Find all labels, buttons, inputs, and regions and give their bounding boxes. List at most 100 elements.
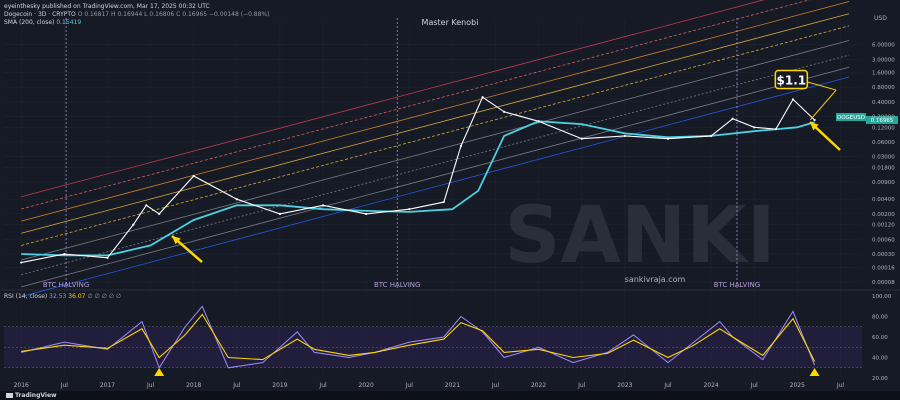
rsi-ma-value: 36.07 <box>68 293 86 300</box>
tradingview-logo-text: TradingView <box>15 392 57 399</box>
rsi-marker-0 <box>154 368 165 376</box>
price-point-17 <box>580 137 583 140</box>
rsi-tick-label-4: 20.00 <box>872 376 888 382</box>
price-tag-value-bg <box>866 116 898 125</box>
x-tick-label-5: Jul <box>232 382 241 389</box>
rsi-label: RSI (14, close) <box>4 293 48 300</box>
x-tick-label-10: 2021 <box>445 382 460 389</box>
rsi-tick-label-0: 100.00 <box>872 294 892 300</box>
price-point-14 <box>481 96 484 99</box>
price-point-8 <box>278 212 282 215</box>
rsi-legend[interactable]: RSI (14, close) 32.53 36.07 ∅ ∅ ∅ ∅ ∅ <box>4 293 121 300</box>
price-point-25 <box>813 118 816 122</box>
x-tick-label-3: Jul <box>146 382 155 389</box>
x-tick-label-0: 2016 <box>14 382 29 389</box>
rsi-value: 32.53 <box>49 293 67 300</box>
y-tick-label-8: 0.03000 <box>872 155 895 161</box>
y-tick-label-15: 0.00030 <box>872 252 895 258</box>
price-tag-symbol-bg <box>836 113 866 122</box>
halving-label-0: BTC HALVING <box>43 281 89 289</box>
halving-label-2: BTC HALVING <box>714 281 760 289</box>
y-axis-title: USD <box>874 15 887 22</box>
price-point-2 <box>106 256 109 259</box>
price-point-3 <box>132 223 135 226</box>
price-point-15 <box>503 110 506 113</box>
price-line <box>21 96 815 264</box>
price-point-18 <box>623 134 626 138</box>
symbol-name[interactable]: Dogecoin · 3D · CRYPTO <box>4 11 76 18</box>
channel-line-1 <box>21 0 811 210</box>
regression-channels <box>21 0 850 297</box>
arrow-2025-head <box>810 122 819 131</box>
center-title: Master Kenobi <box>422 18 479 27</box>
rsi-tick-label-1: 80.00 <box>872 315 888 321</box>
y-tick-label-14: 0.00060 <box>872 237 895 243</box>
x-tick-label-8: 2020 <box>359 382 374 389</box>
price-tag-symbol: DOGEUSD <box>837 115 865 121</box>
price-point-5 <box>158 212 161 215</box>
y-tick-label-11: 0.00400 <box>872 197 895 203</box>
x-tick-label-2: 2017 <box>100 382 115 389</box>
y-tick-label-10: 0.00900 <box>872 180 895 186</box>
rsi-ma-line <box>21 313 816 362</box>
price-point-6 <box>192 174 195 178</box>
y-tick-label-7: 0.06000 <box>872 140 895 146</box>
channel-line-6 <box>21 54 850 276</box>
price-point-4 <box>145 204 148 207</box>
rsi-marker-1 <box>809 368 820 376</box>
price-point-7 <box>235 198 238 201</box>
rsi-background <box>4 326 862 369</box>
x-tick-label-11: Jul <box>491 382 500 389</box>
rsi-extra: ∅ ∅ ∅ ∅ ∅ <box>87 293 122 300</box>
y-tick-label-3: 0.80000 <box>872 85 895 91</box>
x-tick-label-7: Jul <box>318 382 327 389</box>
channel-line-3 <box>21 13 850 234</box>
channel-line-5 <box>21 40 850 261</box>
price-point-20 <box>709 134 713 138</box>
grid <box>0 20 900 378</box>
arrow-2017-head <box>172 236 181 245</box>
footer-bar <box>0 391 900 400</box>
y-tick-label-1: 3.00000 <box>872 57 895 63</box>
rsi-line <box>21 305 816 369</box>
y-tick-label-16: 0.00016 <box>872 265 895 271</box>
target-projection <box>809 89 837 121</box>
y-tick-label-12: 0.00200 <box>872 212 895 218</box>
x-tick-label-18: 2025 <box>790 382 805 389</box>
x-tick-label-4: 2018 <box>186 382 201 389</box>
rsi-tick-label-3: 40.00 <box>872 356 888 362</box>
channel-line-8 <box>21 76 850 297</box>
published-line: eyeinthesky published on TradingView.com… <box>4 3 210 10</box>
price-tag-value: 0.16965 <box>871 118 894 124</box>
price-point-19 <box>666 137 670 140</box>
channel-line-4 <box>21 25 850 246</box>
price-point-9 <box>321 204 325 207</box>
ohlc-values: O 0.16817 H 0.16944 L 0.16806 C 0.16965 … <box>77 11 270 18</box>
price-point-10 <box>365 212 368 215</box>
x-tick-label-15: Jul <box>663 382 672 389</box>
tradingview-logo[interactable]: TradingView <box>6 392 57 399</box>
channel-line-7 <box>21 66 850 288</box>
x-tick-label-1: Jul <box>60 382 69 389</box>
x-tick-label-16: 2024 <box>703 382 718 389</box>
price-point-1 <box>63 252 66 256</box>
y-tick-label-17: 0.00008 <box>872 280 895 286</box>
site-url: sankivraja.com <box>625 275 686 284</box>
price-point-24 <box>791 98 795 101</box>
price-point-21 <box>731 117 734 120</box>
x-tick-label-9: Jul <box>405 382 414 389</box>
watermark-text: SANKI <box>504 191 775 281</box>
target-label: $1.1 <box>777 74 807 88</box>
y-tick-label-6: 0.12000 <box>872 125 895 131</box>
channel-line-0 <box>21 0 765 198</box>
sma-value: 0.15419 <box>56 19 82 26</box>
y-tick-label-4: 0.40000 <box>872 100 895 106</box>
sma-legend[interactable]: SMA (200, close) 0.15419 <box>4 19 81 26</box>
price-point-12 <box>442 200 445 204</box>
x-tick-label-19: Jul <box>836 382 845 389</box>
y-tick-label-5: 0.20000 <box>872 115 895 121</box>
y-tick-label-13: 0.00120 <box>872 223 895 229</box>
x-tick-label-17: Jul <box>750 382 759 389</box>
x-tick-label-12: 2022 <box>531 382 546 389</box>
